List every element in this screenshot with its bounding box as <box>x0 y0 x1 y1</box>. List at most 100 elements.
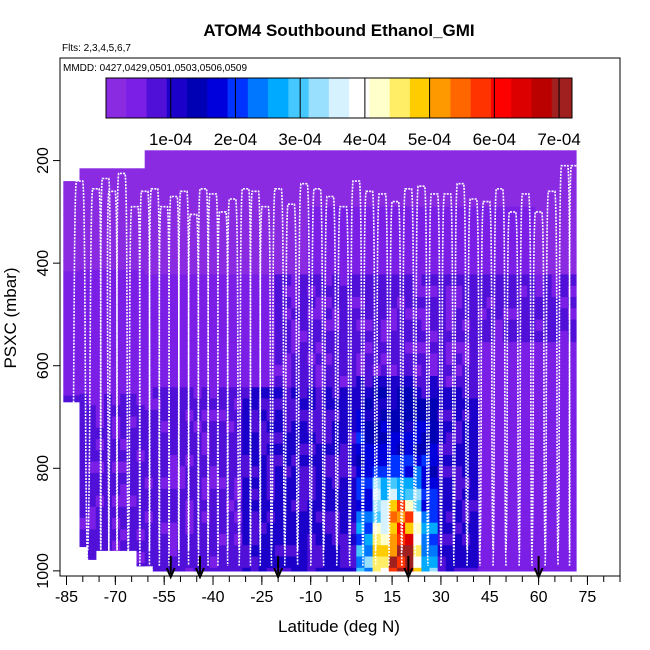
curtain-cell <box>331 308 341 321</box>
curtain-cell <box>535 218 544 230</box>
curtain-cell <box>128 461 138 474</box>
curtain-cell <box>470 533 479 546</box>
curtain-cell <box>567 308 577 321</box>
curtain-cell <box>307 364 317 377</box>
curtain-cell <box>462 263 471 275</box>
curtain-cell <box>79 506 89 519</box>
curtain-cell <box>250 556 260 569</box>
curtain-cell <box>543 432 553 445</box>
curtain-cell <box>291 274 300 287</box>
curtain-cell <box>567 263 577 275</box>
curtain-cell <box>372 308 382 321</box>
curtain-cell <box>535 432 544 445</box>
curtain-cell <box>299 432 308 445</box>
curtain-cell <box>323 184 333 197</box>
curtain-cell <box>87 495 97 508</box>
curtain-cell <box>331 443 341 456</box>
curtain-cell <box>193 342 203 354</box>
curtain-cell <box>567 319 577 332</box>
curtain-cell <box>120 393 129 406</box>
curtain-cell <box>519 263 528 275</box>
curtain-cell <box>177 297 186 309</box>
curtain-cell <box>71 305 81 318</box>
curtain-cell <box>63 181 72 193</box>
curtain-cell <box>185 511 194 524</box>
x-tick-label: -25 <box>250 589 273 606</box>
curtain-cell <box>429 240 439 253</box>
curtain-cell <box>217 364 227 377</box>
curtain-cell <box>152 545 162 558</box>
curtain-cell <box>551 488 561 501</box>
curtain-cell <box>79 168 89 181</box>
curtain-cell <box>470 342 479 354</box>
curtain-cell <box>543 184 553 197</box>
curtain-cell <box>494 319 504 332</box>
curtain-cell <box>388 409 398 422</box>
curtain-cell <box>527 184 536 197</box>
x-axis: -85 -70 -55 -40 -25 -10 5 15 30 45 60 75 <box>55 576 621 606</box>
curtain-cell <box>445 263 455 275</box>
curtain-cell <box>185 184 194 197</box>
curtain-cell <box>152 274 162 287</box>
curtain-cell <box>559 556 569 569</box>
curtain-cell <box>551 387 561 400</box>
curtain-cell <box>348 432 357 445</box>
curtain-cell <box>429 432 439 445</box>
curtain-cell <box>397 319 406 332</box>
curtain-cell <box>152 387 162 400</box>
curtain-cell <box>120 405 129 418</box>
curtain-cell <box>527 172 536 185</box>
curtain-cell <box>209 342 219 354</box>
curtain-cell <box>242 466 251 479</box>
curtain-cell <box>535 387 544 400</box>
curtain-cell <box>87 529 97 542</box>
curtain-cell <box>71 192 81 205</box>
curtain-cell <box>405 218 414 230</box>
curtain-cell <box>291 353 300 366</box>
curtain-cell <box>470 466 479 479</box>
curtain-cell <box>299 477 308 490</box>
curtain-cell <box>454 161 463 174</box>
curtain-cell <box>510 466 520 479</box>
curtain-cell <box>543 297 553 309</box>
curtain-cell <box>527 330 536 343</box>
curtain-cell <box>226 466 235 479</box>
curtain-cell <box>323 285 333 298</box>
curtain-cell <box>217 184 227 197</box>
colorbar: 1e-04 2e-04 3e-04 4e-04 5e-04 6e-04 7e-04 <box>105 77 581 149</box>
curtain-cell <box>535 477 544 490</box>
curtain-cell <box>380 455 390 467</box>
curtain-cell <box>136 258 146 271</box>
curtain-cell <box>185 556 194 569</box>
curtain-cell <box>372 161 382 174</box>
curtain-cell <box>559 522 569 535</box>
curtain-cell <box>250 229 260 242</box>
curtain-cell <box>454 409 463 422</box>
curtain-cell <box>250 285 260 298</box>
curtain-cell <box>421 477 431 490</box>
curtain-cell <box>543 556 553 569</box>
curtain-cell <box>217 522 227 535</box>
curtain-cell <box>535 330 544 343</box>
colorbar-segment <box>389 78 411 118</box>
curtain-cell <box>445 455 455 467</box>
curtain-cell <box>274 488 284 501</box>
curtain-cell <box>567 353 577 366</box>
curtain-cell <box>201 195 211 208</box>
curtain-cell <box>413 218 422 230</box>
curtain-cell <box>486 376 496 388</box>
curtain-cell <box>323 477 333 490</box>
curtain-cell <box>559 263 569 275</box>
curtain-cell <box>559 455 569 467</box>
curtain-cell <box>87 258 97 271</box>
curtain-cell <box>502 376 512 388</box>
curtain-cell <box>567 161 577 174</box>
curtain-cell <box>87 168 97 181</box>
curtain-cell <box>413 274 422 287</box>
curtain-cell <box>519 218 528 230</box>
curtain-cell <box>543 263 553 275</box>
curtain-cell <box>388 421 398 433</box>
curtain-cell <box>380 308 390 321</box>
curtain-cell <box>95 168 105 181</box>
curtain-cell <box>543 376 553 388</box>
